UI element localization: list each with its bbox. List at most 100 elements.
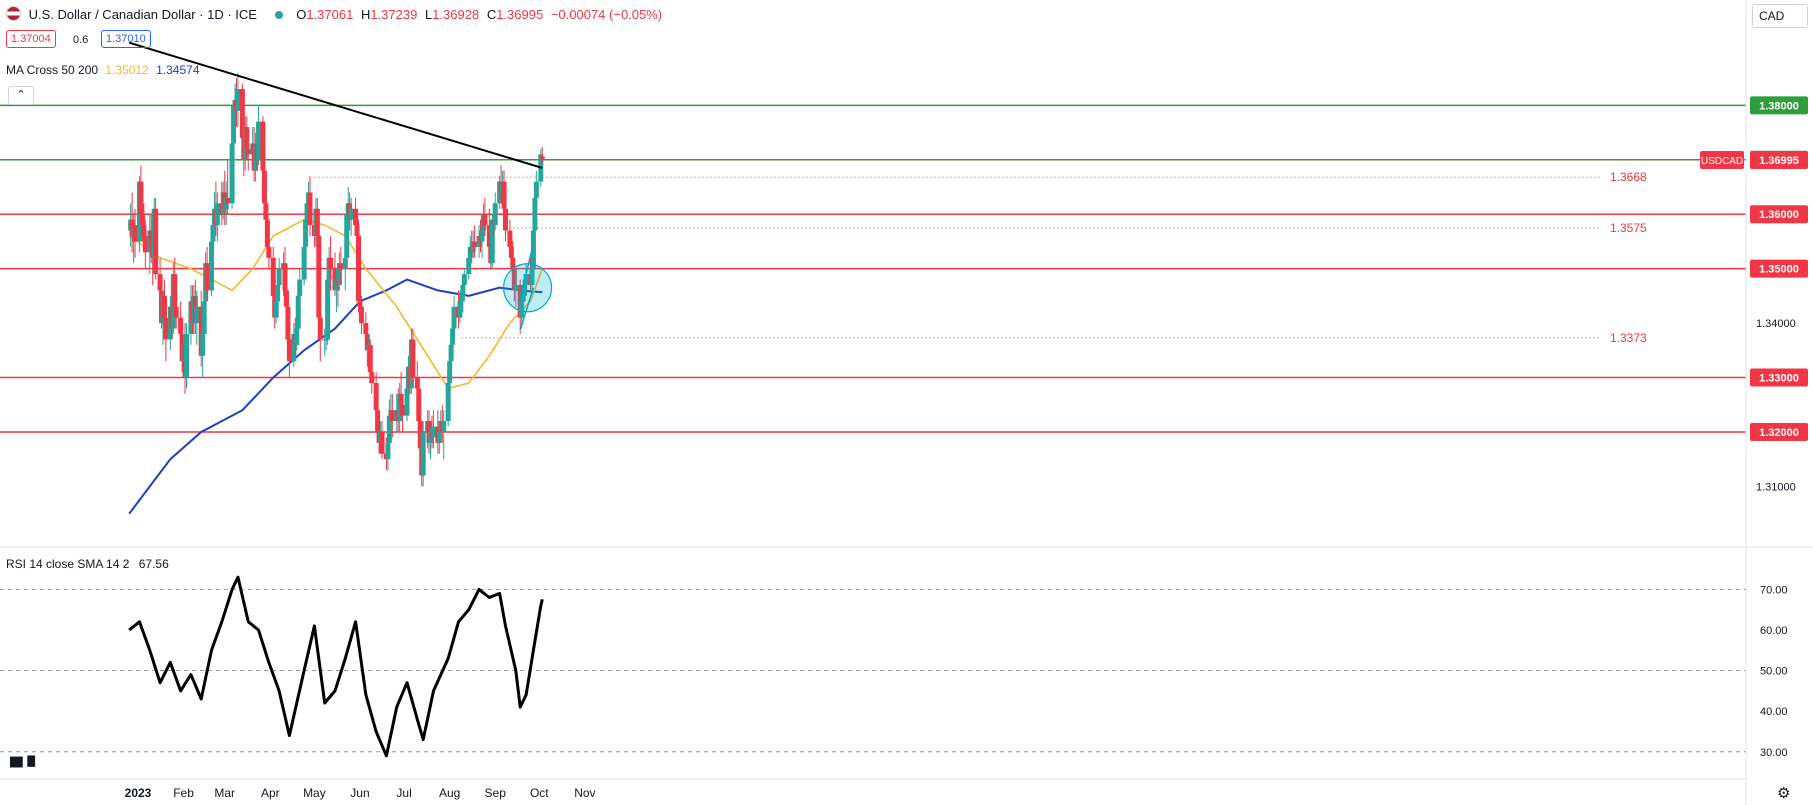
candle-body xyxy=(513,285,519,291)
candle[interactable] xyxy=(297,268,303,307)
candle[interactable] xyxy=(245,132,251,171)
candle[interactable] xyxy=(209,236,214,296)
price-tick-label: 1.31000 xyxy=(1756,481,1796,493)
time-axis[interactable]: 2023 Feb Mar Apr May Jun Jul Aug Sep Oct Nov xyxy=(125,786,596,800)
candle[interactable] xyxy=(461,268,467,302)
candle[interactable] xyxy=(132,208,138,258)
candle[interactable] xyxy=(369,355,375,394)
currency-dropdown[interactable]: CAD xyxy=(1752,4,1808,28)
candle[interactable] xyxy=(511,257,517,302)
candle[interactable] xyxy=(338,246,344,285)
trendline[interactable] xyxy=(128,41,543,169)
candle[interactable] xyxy=(358,295,364,334)
candle[interactable] xyxy=(317,295,323,362)
candle-body xyxy=(517,285,523,318)
candle[interactable] xyxy=(307,176,313,236)
candle-body xyxy=(223,197,229,209)
candle[interactable] xyxy=(530,225,536,275)
candle[interactable] xyxy=(231,99,237,160)
candle-body xyxy=(430,426,436,438)
candle[interactable] xyxy=(356,219,361,313)
candle[interactable] xyxy=(501,170,507,215)
rsi-pane[interactable] xyxy=(0,575,1746,758)
settings-gear-icon[interactable]: ⚙ xyxy=(1777,785,1791,802)
candle[interactable] xyxy=(492,192,498,231)
candle[interactable] xyxy=(420,421,426,487)
current-price-tag xyxy=(1750,151,1808,170)
candle[interactable] xyxy=(261,154,267,209)
candle[interactable] xyxy=(325,274,331,345)
candle-body xyxy=(239,89,245,138)
candle-body xyxy=(417,421,423,449)
candle[interactable] xyxy=(295,290,301,334)
candle[interactable] xyxy=(260,116,266,177)
candle-body xyxy=(139,214,145,226)
pattern-line-upper[interactable] xyxy=(519,249,533,299)
candle[interactable] xyxy=(430,410,436,449)
candle[interactable] xyxy=(173,285,179,329)
collapse-legend-button[interactable]: ⌃ xyxy=(8,86,34,105)
pattern-line-lower[interactable] xyxy=(519,287,535,330)
candle[interactable] xyxy=(328,236,334,291)
rsi-line[interactable] xyxy=(128,575,544,758)
candle[interactable] xyxy=(386,399,392,454)
candle[interactable] xyxy=(503,197,508,242)
candle[interactable] xyxy=(276,257,282,302)
candle[interactable] xyxy=(397,383,403,432)
candle[interactable] xyxy=(266,230,272,269)
candle[interactable] xyxy=(451,295,457,340)
candle[interactable] xyxy=(163,301,169,362)
candle-body xyxy=(457,301,463,318)
ask-price-button[interactable]: 1.37010 xyxy=(101,30,151,48)
candle-body xyxy=(163,317,169,340)
candle[interactable] xyxy=(161,279,167,324)
candle[interactable] xyxy=(256,105,262,166)
candle[interactable] xyxy=(410,328,416,383)
high-label: H xyxy=(360,7,371,22)
candle-body xyxy=(363,323,369,334)
candle[interactable] xyxy=(225,159,231,215)
candle-body xyxy=(172,274,178,307)
ma50-line[interactable] xyxy=(128,218,544,390)
candle[interactable] xyxy=(286,328,292,378)
candle[interactable] xyxy=(184,323,190,389)
candle[interactable] xyxy=(229,132,235,209)
highlight-circle[interactable] xyxy=(502,263,553,313)
candle[interactable] xyxy=(513,268,519,307)
candle[interactable] xyxy=(472,225,478,258)
candle[interactable] xyxy=(441,410,447,460)
candle[interactable] xyxy=(379,421,385,460)
ma-legend[interactable]: MA Cross 50 200 1.35012 1.34574 xyxy=(6,63,200,77)
candle[interactable] xyxy=(223,181,229,226)
candle-body xyxy=(178,317,184,334)
candle[interactable] xyxy=(336,252,342,291)
tradingview-logo-icon[interactable]: ▄▗ xyxy=(10,746,35,766)
candle[interactable] xyxy=(389,393,395,438)
candle[interactable] xyxy=(448,339,454,373)
candle[interactable] xyxy=(153,197,159,280)
candle[interactable] xyxy=(532,192,538,236)
candle[interactable] xyxy=(194,290,200,345)
candle[interactable] xyxy=(539,146,545,164)
symbol-tag[interactable] xyxy=(1700,151,1744,170)
price-axis[interactable]: 1.380001.370001.360001.350001.330001.320… xyxy=(1750,96,1808,759)
bid-price-button[interactable]: 1.37004 xyxy=(6,30,56,48)
symbol-title[interactable]: U.S. Dollar / Canadian Dollar · 1D · ICE xyxy=(28,7,257,22)
price-pane[interactable]: 1.3668 1.3575 1.3373 USDCAD xyxy=(0,41,1746,515)
candle[interactable] xyxy=(142,219,148,269)
candle-body xyxy=(486,225,492,247)
candle[interactable] xyxy=(482,197,488,236)
candle-body xyxy=(375,410,381,432)
rsi-legend[interactable]: RSI 14 close SMA 14 2 67.56 xyxy=(6,557,169,571)
candle[interactable] xyxy=(214,192,220,242)
candle[interactable] xyxy=(348,197,354,236)
candle[interactable] xyxy=(235,72,241,128)
candle[interactable] xyxy=(400,393,406,432)
candle[interactable] xyxy=(533,170,539,209)
candle[interactable] xyxy=(316,225,322,324)
level-price-label: 1.33000 xyxy=(1759,373,1799,385)
candle[interactable] xyxy=(445,377,451,427)
level-price-label: 1.32000 xyxy=(1759,427,1799,439)
candle[interactable] xyxy=(204,246,210,302)
